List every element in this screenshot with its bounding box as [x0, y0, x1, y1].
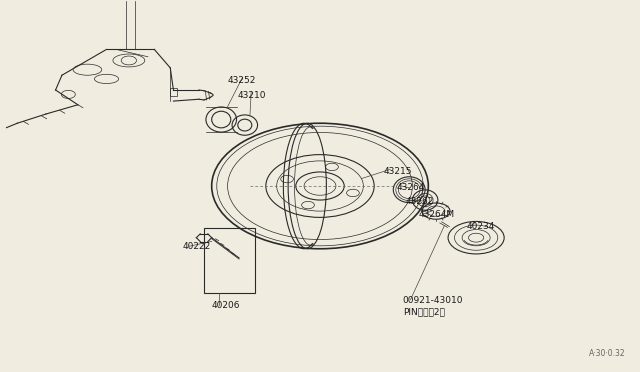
Text: 40234: 40234	[467, 222, 495, 231]
Text: 43262: 43262	[406, 197, 435, 206]
Text: 40206: 40206	[212, 301, 240, 311]
Bar	[204, 228, 255, 293]
Text: PINピン（2）: PINピン（2）	[403, 308, 445, 317]
Text: 43215: 43215	[384, 167, 412, 176]
Text: 43252: 43252	[228, 76, 256, 85]
Text: 43264M: 43264M	[419, 210, 455, 219]
Text: 43264: 43264	[396, 183, 425, 192]
Text: 00921-43010: 00921-43010	[403, 296, 463, 305]
Text: A·30·0.32: A·30·0.32	[589, 349, 626, 358]
Text: 43210: 43210	[237, 91, 266, 100]
Bar	[170, 88, 177, 96]
Text: 40222: 40222	[183, 243, 211, 251]
